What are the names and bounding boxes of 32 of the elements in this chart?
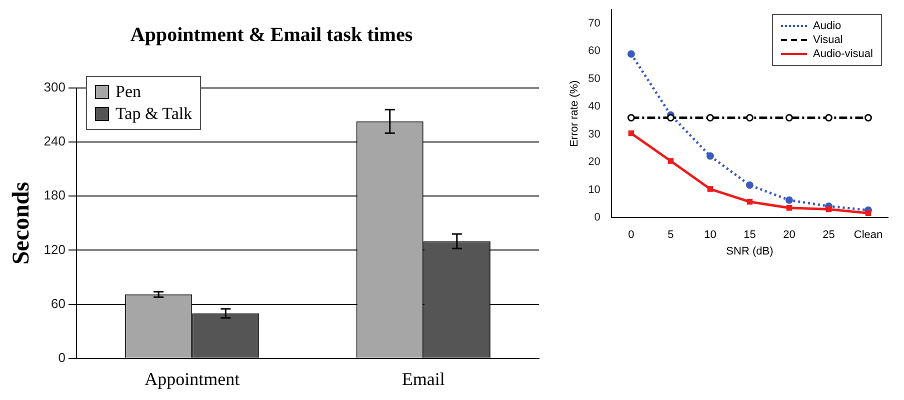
- y-tick-label: 10: [588, 184, 600, 196]
- y-tick-label: 120: [44, 242, 66, 257]
- y-tick-label: 30: [588, 128, 600, 140]
- legend-label: Audio: [813, 20, 842, 32]
- y-tick-label: 180: [44, 188, 66, 203]
- y-axis-title: Error rate (%): [568, 80, 581, 147]
- x-tick-label: 0: [628, 229, 634, 242]
- y-tick-label: 70: [588, 18, 600, 30]
- x-tick-label: 20: [783, 229, 796, 242]
- x-axis-title: SNR (dB): [726, 245, 774, 258]
- y-tick-label: 300: [44, 80, 66, 95]
- y-tick-label: 0: [58, 350, 66, 365]
- x-tick-label: Clean: [854, 229, 883, 242]
- chart-title: Appointment & Email task times: [130, 24, 413, 46]
- y-tick-label: 60: [51, 296, 66, 311]
- y-tick-label: 20: [588, 156, 600, 168]
- legend-label: Audio-visual: [813, 48, 873, 60]
- legend-label: Visual: [813, 34, 843, 46]
- x-tick-label: Email: [402, 368, 445, 389]
- y-tick-label: 240: [44, 134, 66, 149]
- y-tick-label: 0: [594, 212, 600, 224]
- x-tick-label: Appointment: [144, 368, 240, 389]
- x-tick-label: 15: [744, 229, 756, 242]
- y-axis-title: Seconds: [8, 182, 35, 265]
- legend-label: Tap & Talk: [115, 104, 192, 124]
- x-tick-label: 25: [822, 229, 835, 242]
- y-tick-label: 40: [588, 100, 600, 113]
- x-tick-label: 5: [668, 229, 674, 242]
- x-tick-label: 10: [704, 229, 716, 242]
- legend-label: Pen: [115, 82, 141, 102]
- y-tick-label: 60: [588, 45, 600, 58]
- y-tick-label: 50: [588, 72, 600, 85]
